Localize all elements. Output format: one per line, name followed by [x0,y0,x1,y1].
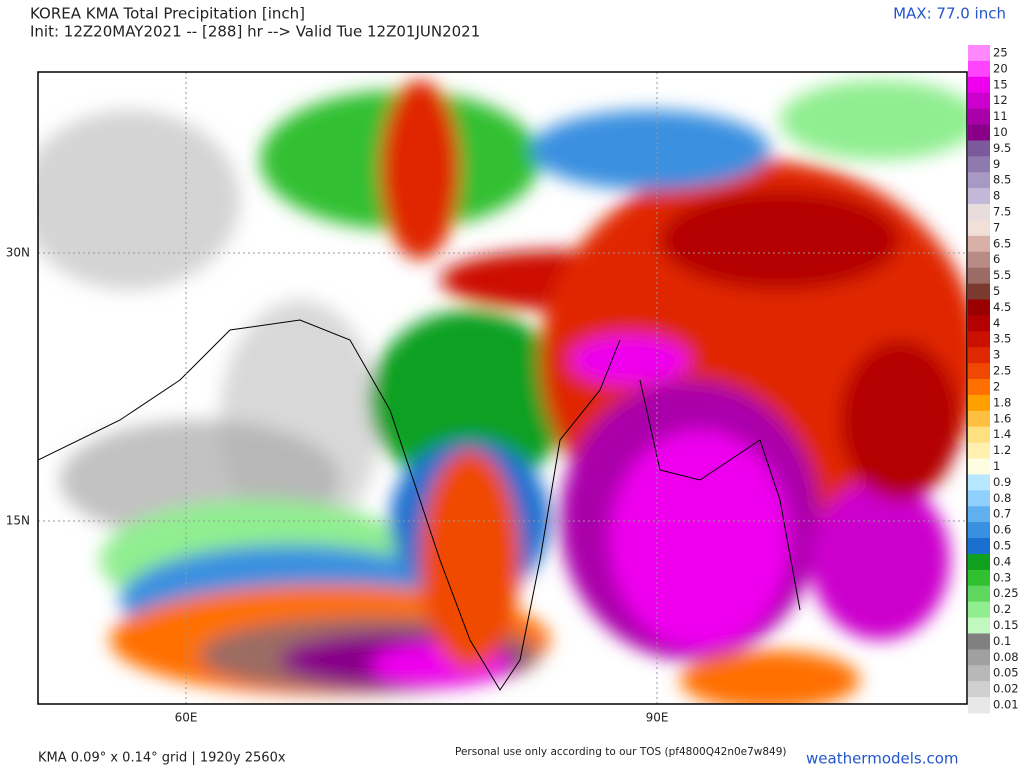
lat-label: 15N [6,514,30,528]
legend-label: 4.5 [993,300,1011,314]
grid-info: KMA 0.09° x 0.14° grid | 1920y 2560x [38,751,286,766]
legend-label: 4 [993,316,1000,330]
legend-label: 0.8 [993,491,1011,505]
legend-swatch [968,108,990,126]
legend-swatch [968,283,990,300]
legend-label: 5 [993,284,1000,298]
legend-label: 0.2 [993,602,1011,616]
legend-label: 15 [993,77,1008,91]
legend-label: 8 [993,189,1000,203]
legend-swatch [968,458,990,475]
legend-swatch [968,363,990,380]
legend-swatch [968,60,990,78]
legend-label: 9 [993,157,1000,171]
legend-label: 6 [993,252,1000,266]
legend-swatch [968,204,990,221]
subtitle: Init: 12Z20MAY2021 -- [288] hr --> Valid… [30,23,480,41]
legend-label: 0.5 [993,539,1011,553]
legend-label: 0.15 [993,618,1019,632]
legend-label: 9.5 [993,141,1011,155]
legend-label: 0.25 [993,586,1019,600]
lon-label: 60E [175,711,198,725]
legend-label: 25 [993,45,1008,59]
legend-swatch [968,379,990,396]
legend-swatch [968,649,990,666]
legend-swatch [968,681,990,698]
legend-label: 0.6 [993,523,1011,537]
legend-swatch [968,522,990,539]
lon-label: 90E [646,711,669,725]
legend-swatch [968,299,990,316]
legend-swatch [968,410,990,428]
legend-label: 0.4 [993,554,1011,568]
legend-label: 0.05 [993,666,1019,680]
legend-swatch [968,45,990,62]
legend-label: 0.7 [993,507,1011,521]
legend-swatch [968,251,990,269]
legend-swatch [968,633,990,650]
legend-swatch [968,188,990,205]
legend-swatch [968,617,990,634]
legend-label: 0.01 [993,698,1019,712]
legend-label: 1.8 [993,395,1011,409]
legend-swatch [968,569,990,587]
legend-label: 6.5 [993,236,1011,250]
legend-swatch [968,347,990,364]
legend-swatch [968,76,990,94]
legend-swatch [968,553,990,571]
legend-swatch [968,267,990,285]
legend-label: 0.9 [993,475,1011,489]
legend-swatch [968,219,990,237]
legend-swatch [968,474,990,491]
legend-label: 3 [993,348,1000,362]
legend-swatch [968,426,990,444]
color-legend: 2520151211109.598.587.576.565.554.543.53… [968,45,1019,714]
legend-swatch [968,315,990,332]
legend-label: 7.5 [993,205,1011,219]
map [38,72,967,704]
legend-swatch [968,124,990,141]
legend-label: 7 [993,220,1000,234]
legend-label: 5.5 [993,268,1011,282]
legend-label: 1.4 [993,427,1011,441]
legend-label: 1 [993,459,1000,473]
legend-label: 20 [993,61,1008,75]
legend-swatch [968,172,990,189]
legend-swatch [968,665,990,682]
legend-swatch [968,538,990,555]
legend-label: 12 [993,93,1008,107]
legend-label: 2 [993,379,1000,393]
legend-swatch [968,601,990,619]
legend-swatch [968,506,990,523]
legend-label: 0.08 [993,650,1019,664]
legend-swatch [968,394,990,412]
legend-swatch [968,442,990,460]
title: KOREA KMA Total Precipitation [inch] [30,5,305,23]
legend-swatch [968,156,990,173]
legend-swatch [968,235,990,253]
legend-swatch [968,331,990,348]
legend-label: 1.6 [993,411,1011,425]
legend-swatch [968,697,990,714]
legend-swatch [968,585,990,603]
legend-label: 2.5 [993,364,1011,378]
lat-label: 30N [6,246,30,260]
legend-swatch [968,490,990,507]
site: weathermodels.com [806,750,959,768]
legend-label: 0.1 [993,634,1011,648]
legend-label: 8.5 [993,173,1011,187]
notice: Personal use only according to our TOS (… [455,746,787,758]
legend-label: 10 [993,125,1008,139]
legend-swatch [968,140,990,157]
max-value: MAX: 77.0 inch [893,5,1006,23]
legend-label: 1.2 [993,443,1011,457]
legend-label: 0.02 [993,682,1019,696]
legend-label: 0.3 [993,570,1011,584]
legend-label: 11 [993,109,1008,123]
legend-swatch [968,92,990,110]
legend-label: 3.5 [993,332,1011,346]
